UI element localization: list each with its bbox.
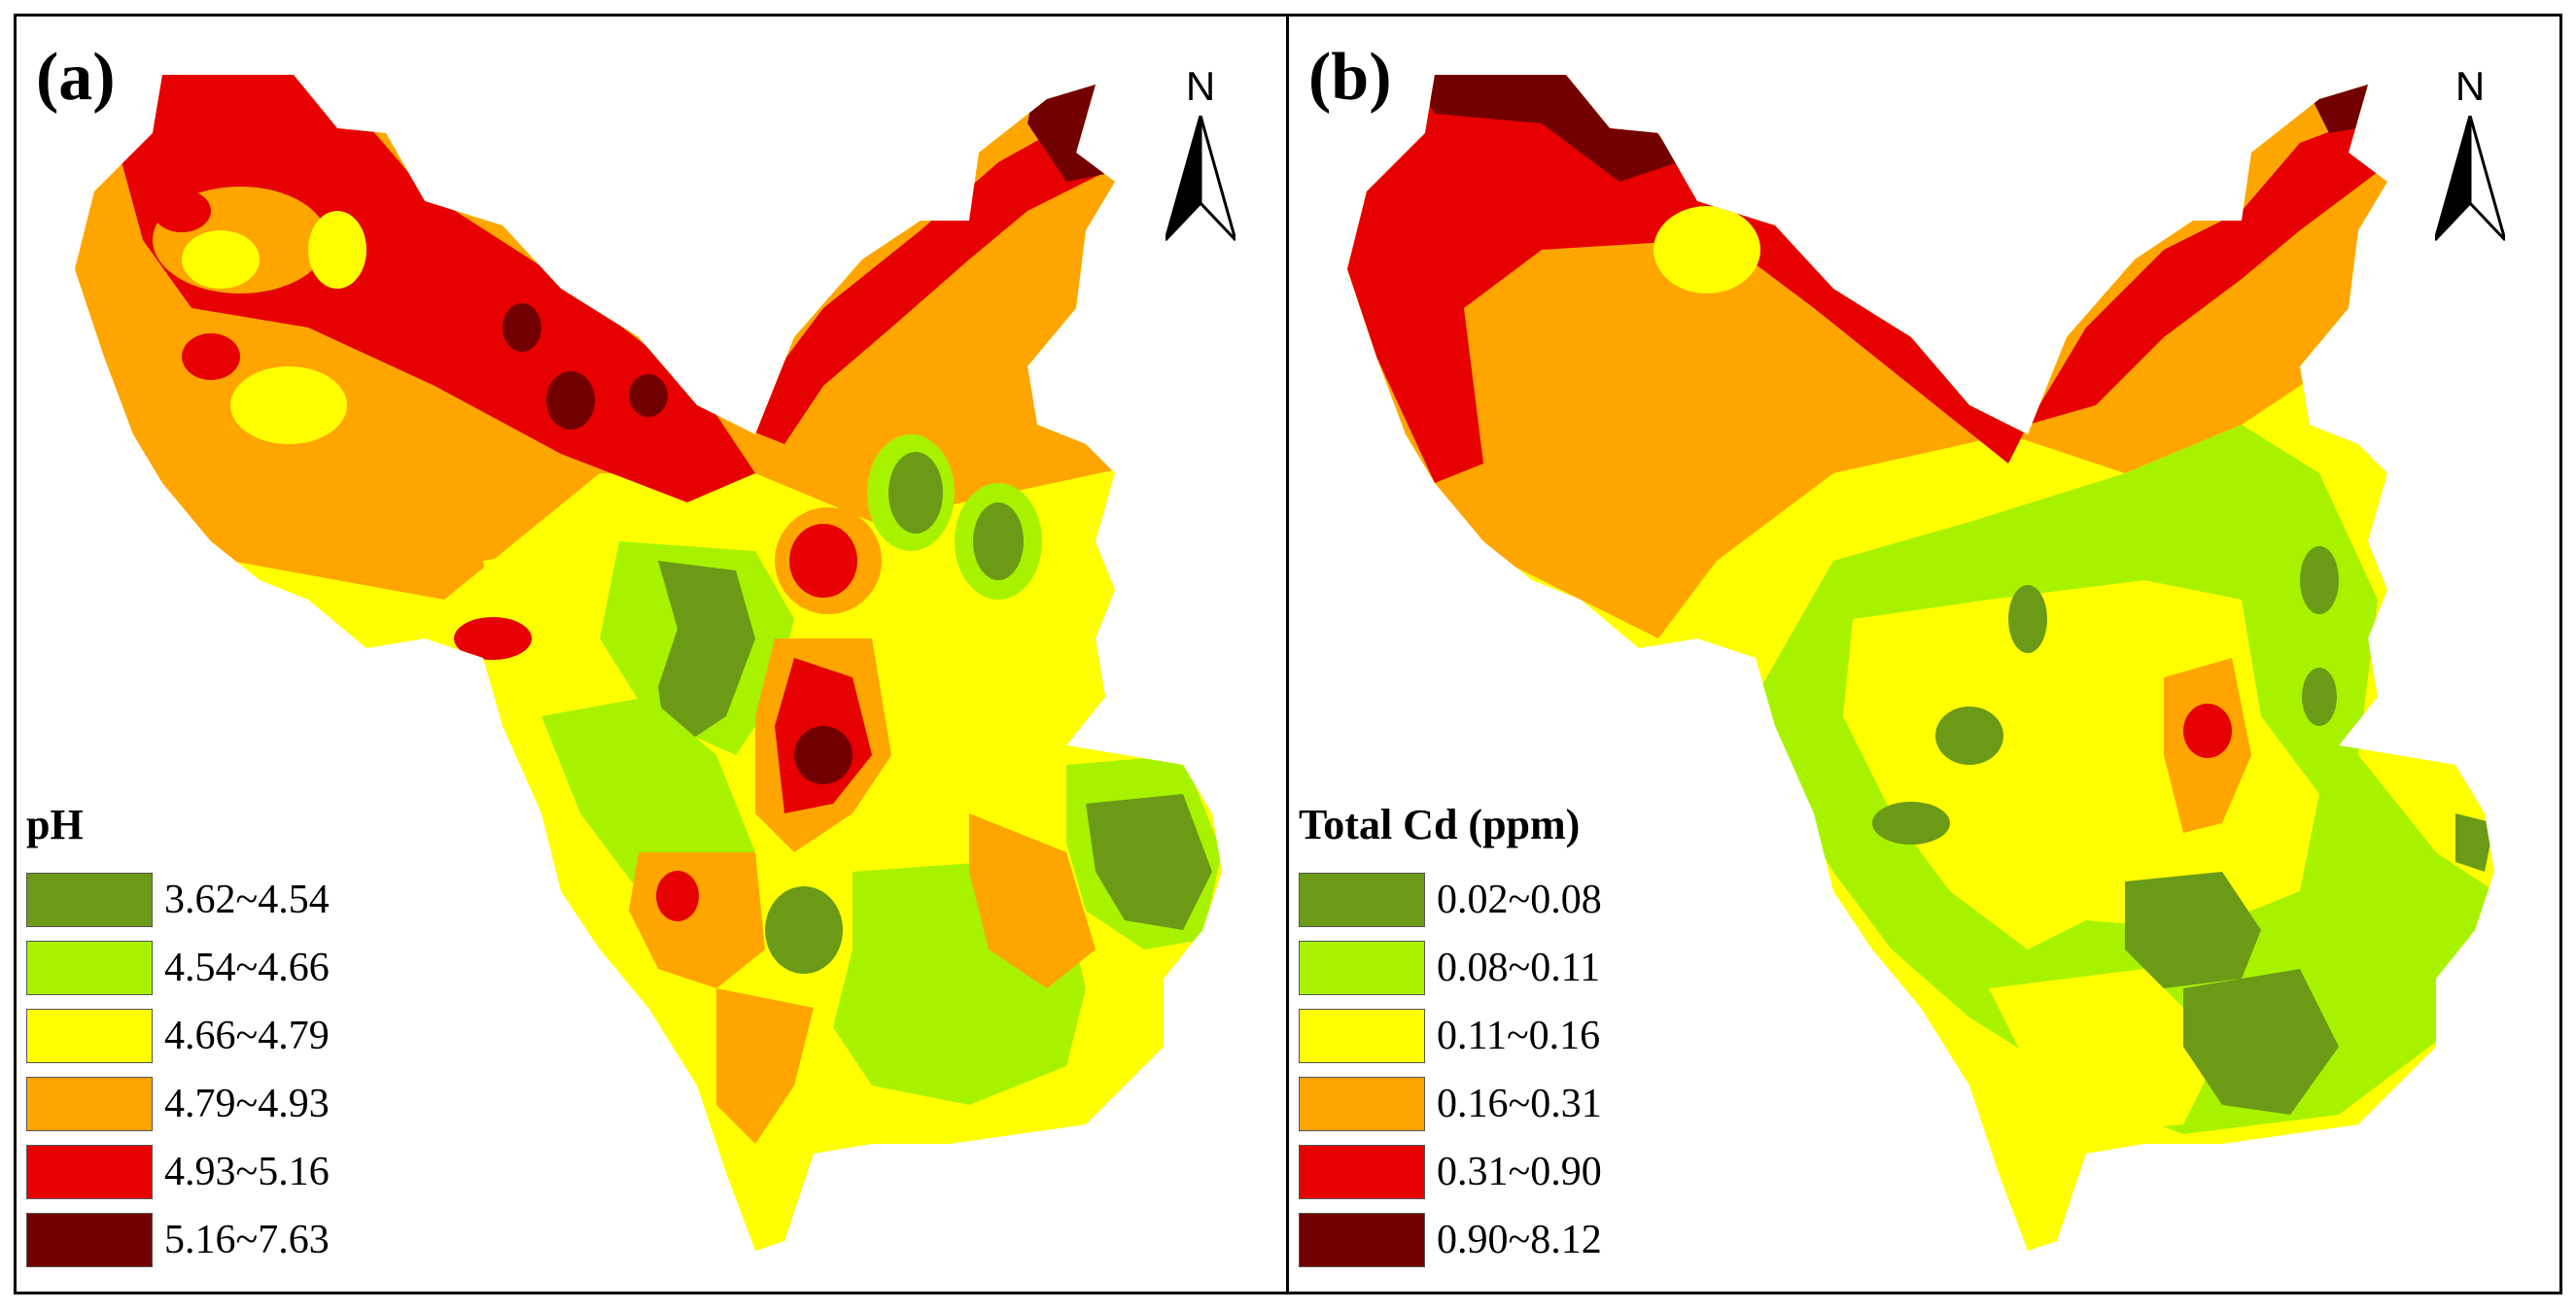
legend-swatch [26,941,153,995]
map-region [2028,114,2378,425]
legend-item: 0.90~8.12 [1299,1206,1602,1274]
legend-item: 0.11~0.16 [1299,1002,1602,1070]
legend-item: 3.62~4.54 [26,866,330,934]
legend-item: 4.66~4.79 [26,1002,330,1070]
north-label: N [2454,63,2486,109]
map-region [2455,813,2494,872]
map-panel-b: (b) N Total Cd (ppm) 0.02~0.08 0.08~0.11… [1286,14,2562,1294]
map-region [2183,704,2232,758]
legend-item: 0.16~0.31 [1299,1070,1602,1138]
legend-item: 4.93~5.16 [26,1138,330,1206]
legend-item: 4.54~4.66 [26,934,330,1002]
map-region [230,366,347,444]
map-region [546,371,595,430]
legend-item: 4.79~4.93 [26,1070,330,1138]
legend-item: 0.08~0.11 [1299,934,1602,1002]
map-region [454,617,532,660]
legend-swatch [26,873,153,927]
north-arrow-icon [1166,116,1236,242]
map-region [888,452,943,534]
map-region [153,190,211,232]
legend-label: 4.66~4.79 [164,1014,330,1058]
map-region [794,726,853,784]
legend-item: 5.16~7.63 [26,1206,330,1274]
panel-label-b: (b) [1308,40,1392,115]
map-region [1717,211,2028,464]
legend-label: 0.08~0.11 [1437,946,1601,990]
north-arrow: N [1152,63,1249,248]
legend-swatch [26,1009,153,1063]
ph-map [75,75,1222,1251]
map-region [2125,872,2261,988]
map-region [2302,668,2337,726]
map-region [736,114,1105,444]
map-region [656,871,699,921]
cadmium-map [1347,75,2494,1251]
legend-swatch [1299,1009,1425,1063]
legend-label: 0.90~8.12 [1437,1218,1602,1262]
map-region [973,502,1024,580]
map-region [1872,802,1950,845]
legend-label: 4.54~4.66 [164,946,330,990]
legend-swatch [1299,873,1425,927]
legend-item: 0.31~0.90 [1299,1138,1602,1206]
legend-label: 0.31~0.90 [1437,1150,1602,1194]
map-region [1086,794,1212,930]
map-region [114,75,755,502]
legend-swatch [26,1077,153,1131]
north-label: N [1185,63,1216,109]
map-region [308,211,366,289]
map-region [2008,585,2047,653]
legend-label: 4.79~4.93 [164,1082,330,1126]
map-region [1833,258,1911,300]
legend-swatch [1299,1077,1425,1131]
legend-label: 3.62~4.54 [164,878,330,922]
map-region [716,988,814,1144]
legend-label: 0.16~0.31 [1437,1082,1602,1126]
map-region [1989,969,2222,1134]
map-region [629,374,668,417]
map-region [2300,546,2339,614]
legend-title: Total Cd (ppm) [1299,801,1581,848]
legend-label: 0.11~0.16 [1437,1014,1601,1058]
legend-swatch [1299,1145,1425,1199]
legend-swatch [26,1213,153,1267]
map-region [765,886,843,974]
map-region [1935,707,2003,765]
legend-swatch [26,1145,153,1199]
map-region [2183,969,2339,1115]
legend-item: 0.02~0.08 [1299,866,1602,934]
map-region [969,813,1096,988]
map-region [182,333,240,380]
map-region [789,524,857,598]
legend: Total Cd (ppm) 0.02~0.08 0.08~0.11 0.11~… [1299,804,1602,1274]
legend-title: pH [26,801,84,848]
map-panel-a: (a) N pH 3.62~4.54 4.54~4.66 4.66~4.79 4… [14,14,1289,1294]
legend-label: 5.16~7.63 [164,1218,330,1262]
map-region [1654,206,1760,293]
panel-label-a: (a) [36,40,116,115]
map-region [658,561,755,755]
legend: pH 3.62~4.54 4.54~4.66 4.66~4.79 4.79~4.… [26,804,330,1274]
legend-label: 4.93~5.16 [164,1150,330,1194]
legend-label: 0.02~0.08 [1437,878,1602,922]
map-region [182,230,260,289]
north-arrow-icon [2435,116,2505,242]
legend-swatch [1299,1213,1425,1267]
north-arrow: N [2421,63,2519,248]
legend-swatch [1299,941,1425,995]
map-region [503,303,541,352]
